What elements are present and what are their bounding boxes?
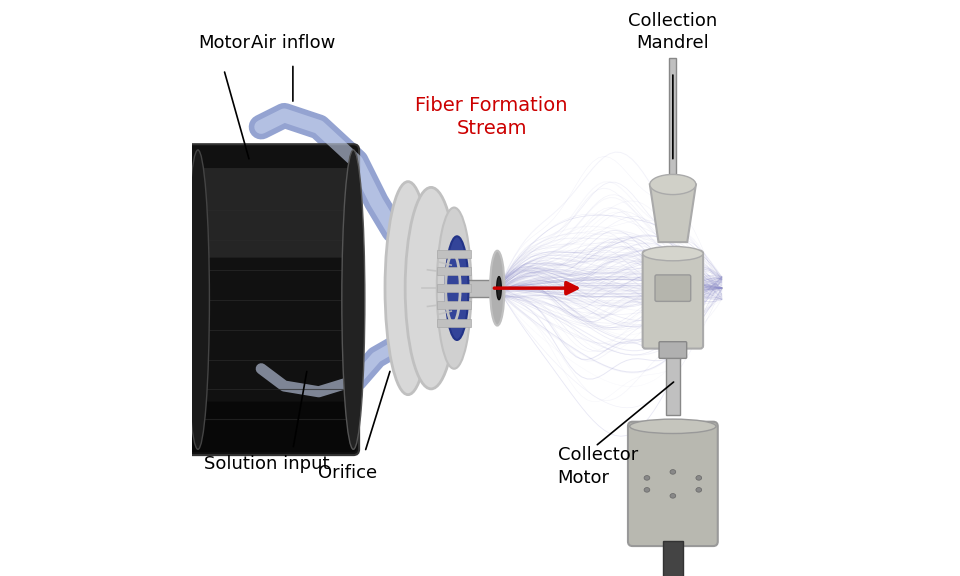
- Bar: [666, 346, 680, 415]
- FancyBboxPatch shape: [655, 275, 690, 301]
- Bar: [662, 541, 684, 576]
- FancyBboxPatch shape: [642, 251, 703, 348]
- Bar: [669, 58, 676, 184]
- Ellipse shape: [642, 247, 703, 261]
- FancyBboxPatch shape: [186, 144, 359, 455]
- Ellipse shape: [496, 276, 501, 300]
- Bar: [463, 279, 494, 297]
- Text: Collector
Motor: Collector Motor: [558, 446, 638, 487]
- Ellipse shape: [650, 175, 696, 195]
- Bar: [437, 319, 471, 327]
- FancyBboxPatch shape: [660, 342, 686, 358]
- Ellipse shape: [445, 236, 468, 340]
- Ellipse shape: [437, 207, 471, 369]
- Ellipse shape: [696, 487, 702, 492]
- FancyBboxPatch shape: [189, 401, 356, 452]
- Ellipse shape: [644, 487, 650, 492]
- Text: Air inflow: Air inflow: [251, 34, 335, 52]
- Ellipse shape: [630, 419, 716, 434]
- Ellipse shape: [490, 251, 504, 325]
- FancyBboxPatch shape: [195, 168, 350, 257]
- Ellipse shape: [670, 494, 676, 498]
- Ellipse shape: [186, 150, 209, 449]
- Ellipse shape: [696, 476, 702, 480]
- Bar: [437, 284, 471, 292]
- Ellipse shape: [385, 181, 431, 395]
- Text: Solution input: Solution input: [204, 455, 329, 473]
- Text: Orifice: Orifice: [318, 464, 377, 482]
- Text: Collection
Mandrel: Collection Mandrel: [628, 12, 717, 52]
- Bar: [437, 267, 471, 275]
- FancyBboxPatch shape: [628, 422, 718, 546]
- Text: Fiber Formation
Stream: Fiber Formation Stream: [416, 96, 567, 138]
- Bar: [437, 249, 471, 257]
- Text: Motor: Motor: [198, 34, 250, 52]
- Polygon shape: [650, 184, 696, 242]
- Ellipse shape: [405, 187, 457, 389]
- Bar: [437, 301, 471, 309]
- Ellipse shape: [670, 469, 676, 474]
- Ellipse shape: [342, 150, 365, 449]
- Ellipse shape: [644, 476, 650, 480]
